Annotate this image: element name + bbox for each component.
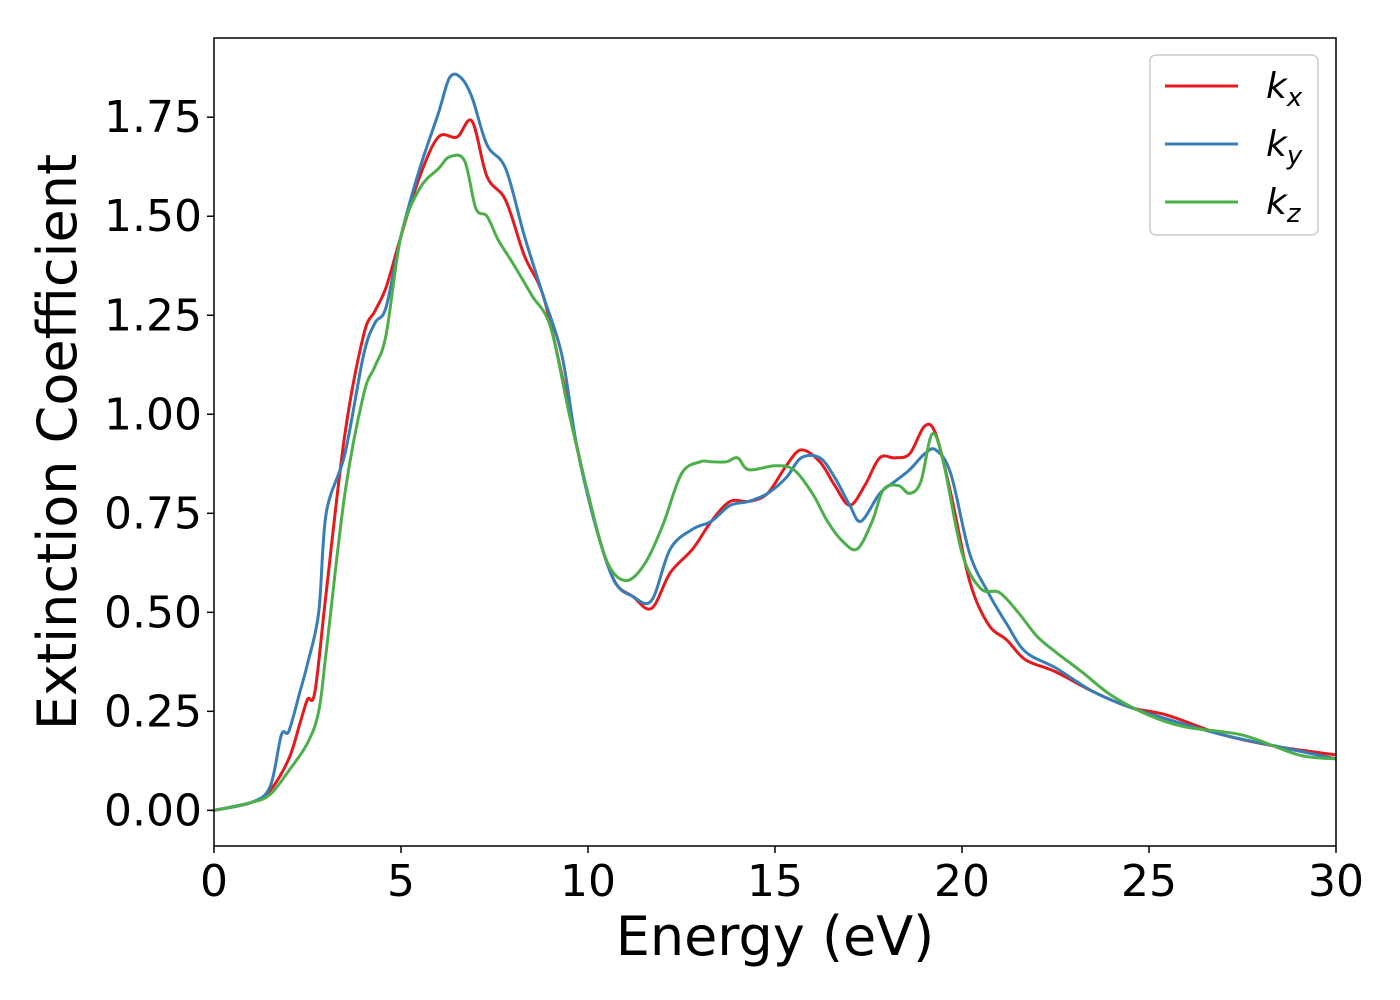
series-line-x — [213, 118, 1337, 812]
y-tick-label: 0.75 — [104, 488, 202, 539]
series-line-y — [213, 72, 1337, 812]
y-tick-label: 1.25 — [104, 290, 202, 341]
x-tick-label: 20 — [934, 856, 990, 907]
y-axis-label: Extinction Coefficient — [26, 154, 89, 730]
y-ticks: 0.00 0.25 0.50 0.75 1.00 1.25 1.50 1.75 — [104, 92, 214, 836]
y-tick-label: 1.00 — [104, 389, 202, 440]
series-line-z — [213, 153, 1337, 812]
x-tick-label: 5 — [387, 856, 415, 907]
y-tick-label: 1.75 — [104, 92, 202, 143]
y-tick-label: 0.50 — [104, 587, 202, 638]
x-ticks: 0 5 10 15 20 25 30 — [200, 846, 1364, 907]
y-tick-label: 0.00 — [104, 785, 202, 836]
x-tick-label: 10 — [560, 856, 616, 907]
x-tick-label: 30 — [1308, 856, 1364, 907]
y-tick-label: 1.50 — [104, 191, 202, 242]
series-lines — [213, 72, 1337, 812]
y-tick-label: 0.25 — [104, 686, 202, 737]
x-tick-label: 25 — [1121, 856, 1177, 907]
x-tick-label: 0 — [200, 856, 228, 907]
x-axis-label: Energy (eV) — [616, 905, 935, 968]
x-tick-label: 15 — [747, 856, 803, 907]
